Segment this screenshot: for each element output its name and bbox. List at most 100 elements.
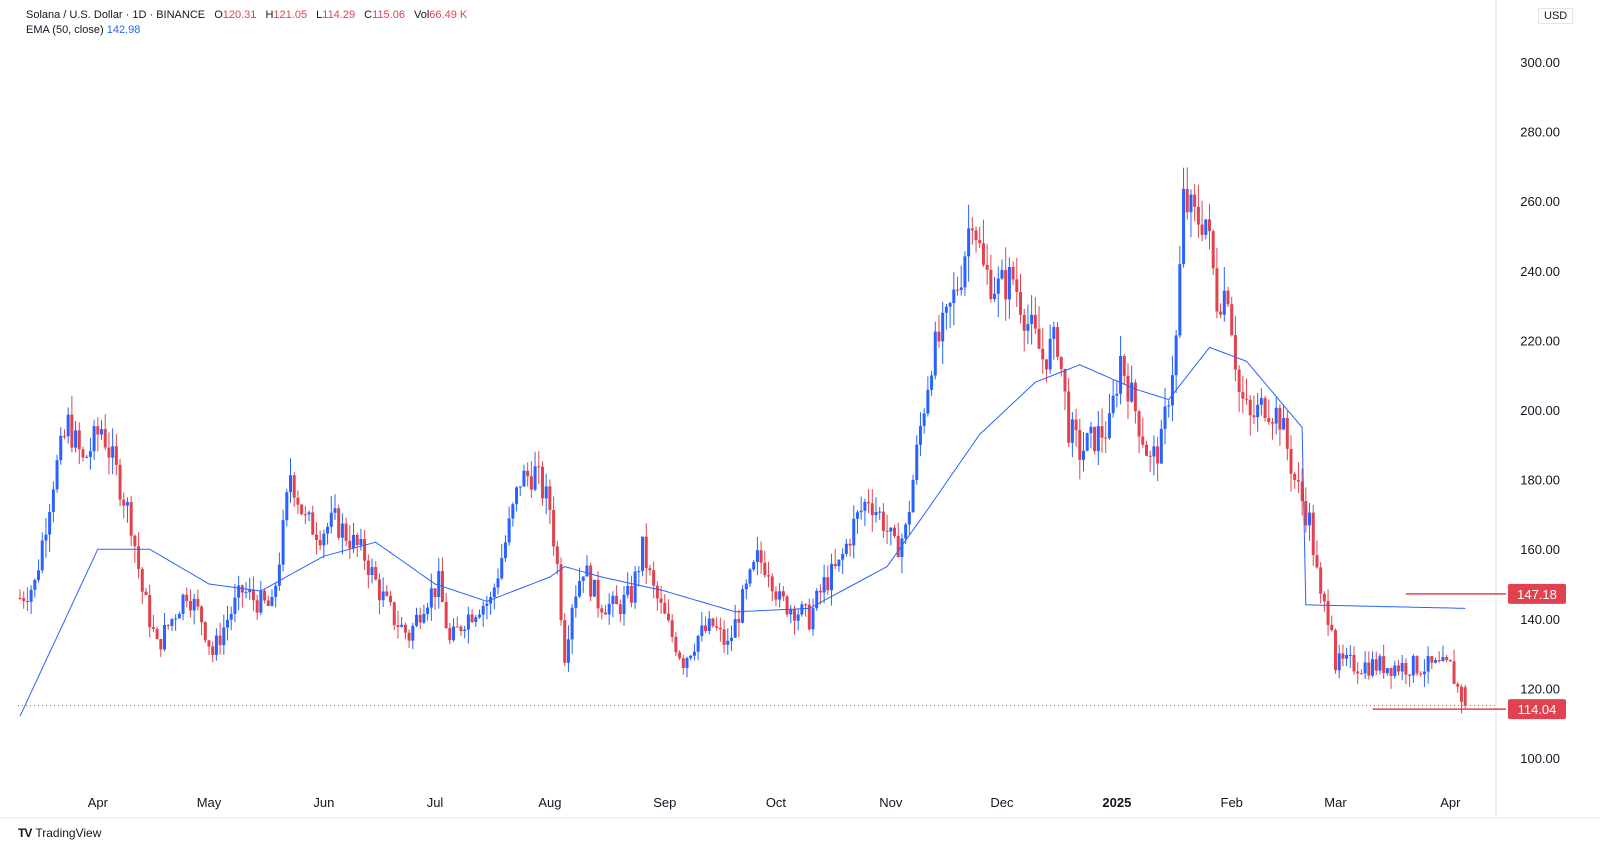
candle-body[interactable]	[1434, 660, 1438, 663]
candle-body[interactable]	[878, 511, 882, 513]
candle-body[interactable]	[177, 613, 181, 619]
candle-body[interactable]	[203, 622, 207, 641]
candle-body[interactable]	[1130, 382, 1134, 402]
candle-body[interactable]	[266, 600, 270, 606]
candle-body[interactable]	[1152, 446, 1156, 457]
candle-body[interactable]	[1096, 426, 1100, 452]
candle-body[interactable]	[1356, 671, 1360, 674]
candle-body[interactable]	[618, 604, 622, 615]
candle-body[interactable]	[792, 609, 796, 621]
candle-body[interactable]	[133, 535, 137, 547]
candle-body[interactable]	[526, 470, 530, 477]
candle-body[interactable]	[1000, 270, 1004, 279]
candle-body[interactable]	[114, 446, 118, 465]
candle-body[interactable]	[1263, 398, 1267, 418]
candle-body[interactable]	[511, 504, 515, 519]
candle-body[interactable]	[548, 486, 552, 511]
candle-body[interactable]	[166, 624, 170, 626]
candle-body[interactable]	[822, 577, 826, 593]
candle-body[interactable]	[1363, 662, 1367, 674]
candle-body[interactable]	[207, 640, 211, 647]
candle-body[interactable]	[1396, 665, 1400, 672]
candle-body[interactable]	[622, 594, 626, 615]
candle-body[interactable]	[51, 489, 55, 512]
candle-body[interactable]	[1259, 398, 1263, 405]
candle-body[interactable]	[1107, 413, 1111, 439]
candle-body[interactable]	[881, 511, 885, 531]
candle-body[interactable]	[333, 508, 337, 513]
candle-body[interactable]	[722, 629, 726, 645]
candle-body[interactable]	[1204, 219, 1208, 235]
candle-body[interactable]	[340, 523, 344, 538]
candle-body[interactable]	[644, 536, 648, 569]
candle-body[interactable]	[603, 612, 607, 615]
candle-body[interactable]	[1059, 356, 1063, 370]
candle-body[interactable]	[1304, 501, 1308, 526]
candle-body[interactable]	[1015, 279, 1019, 293]
candle-body[interactable]	[48, 511, 52, 535]
candle-body[interactable]	[481, 605, 485, 615]
candle-body[interactable]	[1389, 668, 1393, 676]
candle-body[interactable]	[566, 639, 570, 663]
candle-body[interactable]	[389, 595, 393, 603]
candle-body[interactable]	[503, 542, 507, 559]
candle-body[interactable]	[778, 591, 782, 600]
candle-body[interactable]	[307, 512, 311, 515]
candle-body[interactable]	[959, 287, 963, 291]
candle-body[interactable]	[1326, 601, 1330, 625]
candle-body[interactable]	[377, 579, 381, 601]
candle-body[interactable]	[485, 603, 489, 606]
candle-body[interactable]	[1126, 375, 1130, 402]
candle-body[interactable]	[70, 414, 74, 448]
candle-body[interactable]	[303, 514, 307, 516]
candle-body[interactable]	[492, 587, 496, 598]
candle-body[interactable]	[1408, 674, 1412, 676]
candle-body[interactable]	[796, 614, 800, 621]
ema-50-line[interactable]	[19, 346, 1466, 717]
candle-body[interactable]	[1019, 292, 1023, 315]
candle-body[interactable]	[1367, 662, 1371, 676]
candle-body[interactable]	[96, 426, 100, 435]
candle-body[interactable]	[537, 466, 541, 468]
candle-body[interactable]	[411, 625, 415, 641]
candle-body[interactable]	[659, 598, 663, 603]
candle-body[interactable]	[244, 592, 248, 594]
candle-body[interactable]	[1415, 656, 1419, 674]
candle-body[interactable]	[448, 628, 452, 641]
candle-body[interactable]	[1159, 428, 1163, 464]
candle-body[interactable]	[218, 635, 222, 646]
candle-body[interactable]	[403, 624, 407, 633]
candle-body[interactable]	[729, 637, 733, 641]
candle-body[interactable]	[1111, 395, 1115, 414]
candle-body[interactable]	[385, 591, 389, 596]
candle-body[interactable]	[407, 632, 411, 641]
candle-body[interactable]	[444, 601, 448, 629]
candle-body[interactable]	[103, 429, 107, 448]
candle-body[interactable]	[1241, 392, 1245, 399]
candle-body[interactable]	[685, 658, 689, 668]
candle-body[interactable]	[1156, 446, 1160, 464]
candle-body[interactable]	[1078, 430, 1082, 460]
candle-body[interactable]	[1144, 444, 1148, 456]
candle-body[interactable]	[967, 228, 971, 257]
candle-body[interactable]	[85, 456, 89, 458]
candle-body[interactable]	[759, 550, 763, 563]
candle-body[interactable]	[1285, 418, 1289, 449]
candle-body[interactable]	[1300, 481, 1304, 502]
candle-body[interactable]	[833, 563, 837, 567]
candle-body[interactable]	[318, 539, 322, 546]
candle-body[interactable]	[255, 600, 259, 613]
candle-body[interactable]	[781, 591, 785, 597]
candle-body[interactable]	[437, 571, 441, 597]
candle-body[interactable]	[641, 536, 645, 572]
candle-body[interactable]	[1226, 290, 1230, 305]
candle-body[interactable]	[893, 527, 897, 536]
candle-body[interactable]	[1359, 673, 1363, 675]
candle-body[interactable]	[555, 546, 559, 565]
candle-body[interactable]	[1311, 512, 1315, 556]
candle-body[interactable]	[637, 571, 641, 573]
candle-body[interactable]	[463, 629, 467, 632]
candle-body[interactable]	[1067, 391, 1071, 443]
candle-body[interactable]	[515, 487, 519, 505]
candle-body[interactable]	[518, 486, 522, 488]
